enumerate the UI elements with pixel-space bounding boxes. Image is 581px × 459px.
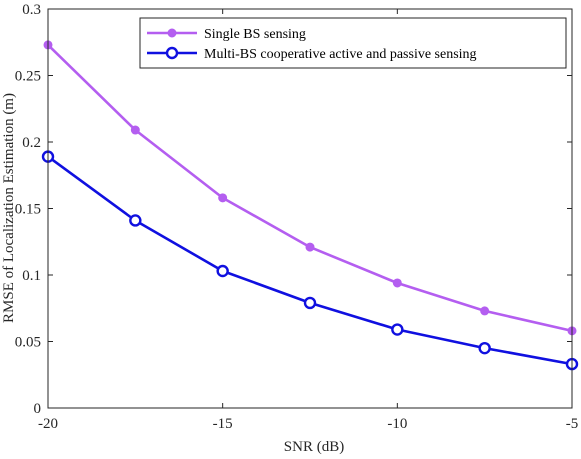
legend-item: Multi-BS cooperative active and passive …	[147, 46, 477, 62]
legend-box	[139, 17, 567, 69]
legend: Single BS sensing Multi-BS cooperative ac…	[139, 17, 567, 69]
legend-swatch-marker	[165, 46, 179, 60]
y-tick-label: 0.2	[22, 135, 41, 151]
legend-swatch-marker	[167, 28, 177, 38]
data-point	[391, 323, 404, 336]
x-tick-label: -20	[38, 416, 58, 432]
series-2	[41, 150, 579, 371]
x-tick-label: -10	[387, 416, 407, 432]
legend-label: Multi-BS cooperative active and passive …	[204, 47, 477, 62]
y-tick-label: 0	[34, 401, 42, 417]
data-point	[130, 125, 140, 135]
data-point	[480, 306, 490, 316]
data-point	[303, 296, 317, 310]
data-point	[216, 264, 229, 278]
data-point	[478, 341, 491, 355]
y-axis-label: RMSE of Localization Estimation (m)	[1, 93, 17, 323]
y-tick-label: 0.25	[15, 69, 41, 85]
legend-item: Single BS sensing	[147, 27, 306, 42]
plot-frame	[47, 8, 573, 409]
series-line	[47, 155, 573, 366]
series-1	[43, 40, 577, 336]
data-point	[305, 242, 315, 252]
x-tick-label: -5	[566, 416, 579, 432]
x-axis-label: SNR (dB)	[284, 439, 344, 455]
series-line	[47, 43, 573, 333]
y-tick-label: 0.05	[15, 335, 41, 351]
y-tick-label: 0.1	[22, 268, 41, 284]
y-tick-label: 0.3	[22, 2, 41, 18]
x-tick-label: -15	[213, 416, 233, 432]
y-tick-label: 0.15	[15, 202, 41, 218]
data-point	[218, 193, 228, 203]
legend-label: Single BS sensing	[204, 27, 306, 42]
data-point	[392, 278, 402, 288]
data-point	[129, 214, 142, 227]
